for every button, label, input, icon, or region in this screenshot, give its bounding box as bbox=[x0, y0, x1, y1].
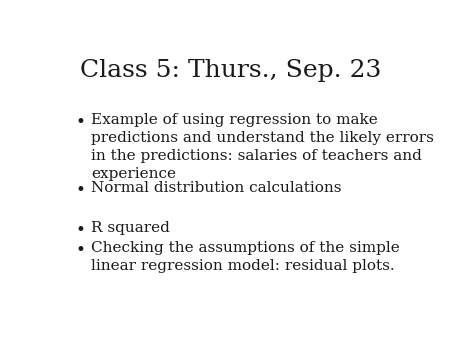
Text: Class 5: Thurs., Sep. 23: Class 5: Thurs., Sep. 23 bbox=[80, 59, 381, 82]
Text: Checking the assumptions of the simple
linear regression model: residual plots.: Checking the assumptions of the simple l… bbox=[91, 241, 400, 273]
Text: R squared: R squared bbox=[91, 221, 170, 236]
Text: •: • bbox=[76, 221, 86, 239]
Text: •: • bbox=[76, 114, 86, 131]
Text: Example of using regression to make
predictions and understand the likely errors: Example of using regression to make pred… bbox=[91, 114, 434, 181]
Text: Normal distribution calculations: Normal distribution calculations bbox=[91, 181, 342, 195]
Text: •: • bbox=[76, 181, 86, 199]
Text: •: • bbox=[76, 241, 86, 259]
